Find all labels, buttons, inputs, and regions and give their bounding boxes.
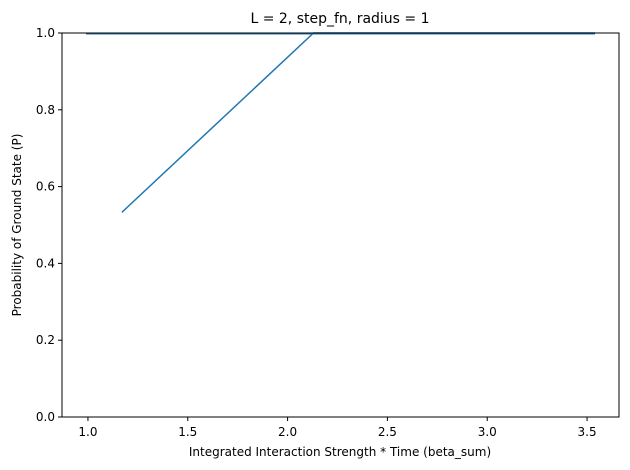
x-axis-label: Integrated Interaction Strength * Time (… (189, 445, 491, 459)
x-axis: 1.0 1.5 2.0 2.5 3.0 3.5 (78, 417, 597, 439)
x-tick-label: 2.0 (278, 425, 297, 439)
x-tick-label: 1.0 (78, 425, 97, 439)
plot-lines (86, 32, 595, 213)
y-axis-label: Probability of Ground State (P) (10, 134, 24, 317)
y-tick-label: 0.2 (36, 333, 55, 347)
chart-title: L = 2, step_fn, radius = 1 (250, 11, 429, 27)
x-tick-label: 3.5 (578, 425, 597, 439)
y-axis: 0.0 0.2 0.4 0.6 0.8 1.0 (36, 26, 62, 424)
plot-frame (61, 32, 620, 418)
x-tick-label: 3.0 (478, 425, 497, 439)
y-tick-label: 0.6 (36, 180, 55, 194)
y-tick-label: 0.0 (36, 410, 55, 424)
series-line-1 (121, 32, 595, 213)
x-tick-label: 2.5 (378, 425, 397, 439)
x-tick-label: 1.5 (178, 425, 197, 439)
y-tick-label: 0.8 (36, 103, 55, 117)
y-tick-label: 0.4 (36, 256, 55, 270)
y-tick-label: 1.0 (36, 26, 55, 40)
